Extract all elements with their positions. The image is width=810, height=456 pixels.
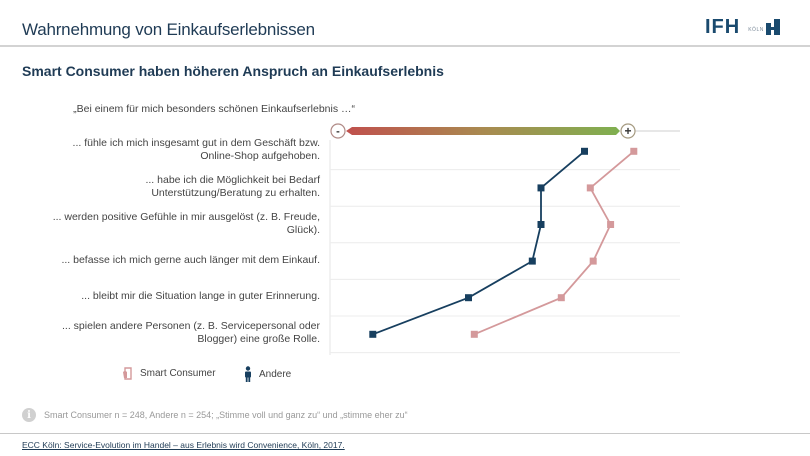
series-line-andere — [372, 150, 586, 336]
scale-max-label: + — [624, 124, 631, 138]
category-label-line: ... fühle ich mich insgesamt gut in dem … — [72, 137, 320, 150]
footnote-text: Smart Consumer n = 248, Andere n = 254; … — [44, 410, 408, 420]
data-point-andere — [369, 330, 377, 338]
series-andere — [369, 147, 588, 338]
source-link[interactable]: ECC Köln: Service-Evolution im Handel – … — [22, 440, 345, 450]
data-point-andere — [537, 184, 545, 192]
scale-min-label: - — [336, 126, 340, 138]
ifh-logo: IFH KÖLN — [705, 16, 780, 38]
page-title: Wahrnehmung von Einkaufserlebnissen — [22, 20, 315, 39]
question-text: „Bei einem für mich besonders schönen Ei… — [73, 103, 355, 115]
legend-label: Smart Consumer — [140, 367, 216, 379]
category-label: ... fühle ich mich insgesamt gut in dem … — [40, 137, 320, 163]
category-label: ... bleibt mir die Situation lange in gu… — [40, 290, 320, 303]
series-smart-consumer — [470, 147, 638, 338]
logo-subtext: KÖLN — [748, 27, 764, 33]
logo-mark-icon — [765, 19, 780, 35]
series-line-smart-consumer — [473, 150, 635, 336]
sample-note: i Smart Consumer n = 248, Andere n = 254… — [22, 408, 408, 422]
data-point-smart-consumer — [607, 221, 615, 228]
category-label-line: ... befasse ich mich gerne auch länger m… — [61, 253, 320, 266]
category-label: ... habe ich die Möglichkeit bei Bedarf U… — [40, 174, 320, 200]
scale-min-marker: - — [330, 123, 346, 139]
data-point-smart-consumer — [589, 257, 597, 265]
scale-max-marker: + — [620, 123, 636, 139]
category-label-line: Online-Shop aufgehoben. — [200, 150, 320, 163]
legend-andere: Andere — [243, 366, 291, 382]
data-point-andere — [581, 147, 588, 155]
data-point-smart-consumer — [586, 184, 594, 192]
category-label-line: Glück). — [286, 223, 320, 236]
category-label-line: Blogger) eine große Rolle. — [197, 333, 320, 346]
category-label-line: ... werden positive Gefühle in mir ausge… — [52, 210, 320, 223]
category-label: ... werden positive Gefühle in mir ausge… — [40, 211, 320, 237]
person-icon — [245, 366, 251, 382]
category-label: ... spielen andere Personen (z. B. Servi… — [40, 320, 320, 346]
data-point-andere — [528, 257, 536, 265]
footer-divider — [0, 433, 810, 434]
data-point-andere — [537, 221, 545, 228]
data-point-andere — [465, 294, 472, 302]
legend-label: Andere — [259, 368, 292, 380]
category-label-line: ... bleibt mir die Situation lange in gu… — [81, 290, 320, 303]
chart-subtitle: Smart Consumer haben höheren Anspruch an… — [22, 63, 444, 79]
smart-consumer-icon — [123, 367, 132, 380]
data-point-smart-consumer — [630, 147, 638, 155]
info-icon: i — [22, 408, 36, 422]
category-label-line: ... habe ich die Möglichkeit bei Bedarf — [145, 173, 320, 186]
header-divider — [0, 45, 810, 47]
logo-text: IFH — [705, 15, 741, 38]
category-label-line: ... spielen andere Personen (z. B. Servi… — [62, 320, 320, 333]
scale-gradient-bar — [346, 127, 620, 135]
category-label-line: Unterstützung/Beratung zu erhalten. — [151, 186, 320, 199]
data-point-smart-consumer — [470, 330, 478, 338]
category-label: ... befasse ich mich gerne auch länger m… — [40, 254, 320, 267]
data-point-smart-consumer — [557, 294, 565, 302]
legend-smart-consumer: Smart Consumer — [122, 366, 216, 380]
